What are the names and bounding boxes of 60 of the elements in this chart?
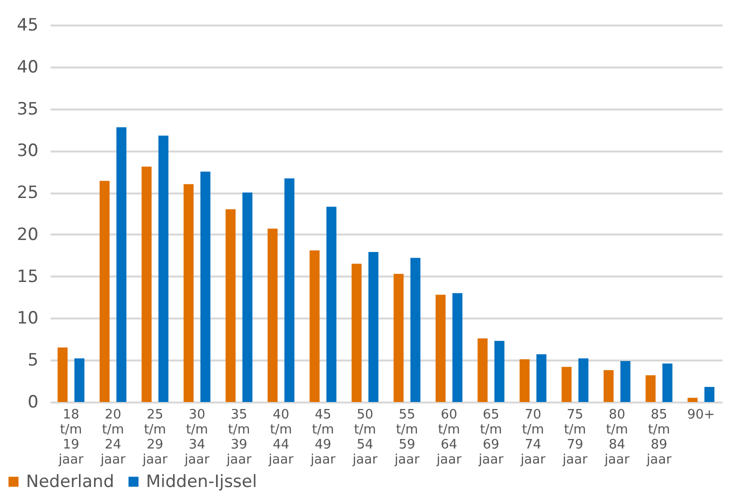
bar bbox=[478, 338, 488, 402]
bar bbox=[494, 340, 504, 402]
y-tick-label: 45 bbox=[16, 16, 38, 36]
y-tick-label: 20 bbox=[16, 224, 38, 245]
y-tick-label: 15 bbox=[16, 266, 38, 287]
x-tick-label: 50 t/m 54 jaar bbox=[352, 408, 378, 468]
bar bbox=[226, 209, 236, 402]
bar bbox=[578, 358, 588, 402]
x-tick-label: 18 t/m 19 jaar bbox=[58, 408, 84, 468]
x-tick-label: 65 t/m 69 jaar bbox=[478, 408, 504, 468]
bar bbox=[310, 250, 320, 402]
x-tick-label: 70 t/m 74 jaar bbox=[520, 408, 546, 468]
bar bbox=[158, 136, 168, 402]
y-tick-label: 35 bbox=[16, 99, 38, 120]
bar bbox=[352, 264, 362, 402]
x-tick-label: 35 t/m 39 jaar bbox=[226, 408, 252, 468]
bar bbox=[704, 386, 714, 402]
bar bbox=[646, 375, 656, 402]
y-tick-label: 10 bbox=[16, 308, 38, 329]
bar bbox=[394, 274, 404, 402]
bar bbox=[268, 228, 278, 402]
y-tick-label: 40 bbox=[16, 57, 38, 78]
bar bbox=[326, 206, 336, 402]
x-tick-label: 75 t/m 79 jaar bbox=[562, 408, 588, 468]
x-tick-label: 55 t/m 59 jaar bbox=[394, 408, 420, 468]
bar bbox=[184, 184, 194, 402]
bar bbox=[604, 370, 614, 402]
bar bbox=[620, 360, 630, 402]
y-tick-label: 0 bbox=[28, 392, 38, 412]
x-tick-label: 30 t/m 34 jaar bbox=[184, 408, 210, 468]
x-tick-label: 20 t/m 24 jaar bbox=[100, 408, 126, 468]
legend-label: Midden-Ijssel bbox=[146, 472, 257, 492]
x-tick-label: 90+ bbox=[687, 408, 715, 422]
x-tick-label: 80 t/m 84 jaar bbox=[604, 408, 630, 468]
bar bbox=[242, 192, 252, 402]
x-tick-label: 25 t/m 29 jaar bbox=[142, 408, 168, 468]
bar bbox=[520, 359, 530, 402]
bar bbox=[58, 348, 68, 402]
bar bbox=[536, 354, 546, 402]
bar bbox=[562, 366, 572, 402]
bar bbox=[74, 358, 84, 402]
bar bbox=[436, 294, 446, 402]
bar bbox=[284, 178, 294, 402]
x-tick-label: 40 t/m 44 jaar bbox=[268, 408, 294, 468]
bar bbox=[142, 166, 152, 402]
bar bbox=[368, 252, 378, 402]
x-tick-label: 85 t/m 89 jaar bbox=[646, 408, 672, 468]
y-tick-label: 30 bbox=[16, 141, 38, 162]
y-tick-label: 25 bbox=[16, 183, 38, 204]
x-tick-label: 45 t/m 49 jaar bbox=[310, 408, 336, 468]
bar bbox=[200, 172, 210, 402]
bar bbox=[452, 293, 462, 402]
bar bbox=[100, 180, 110, 402]
bar bbox=[688, 398, 698, 402]
legend-label: Nederland bbox=[26, 472, 114, 492]
bar bbox=[116, 127, 126, 402]
x-tick-label: 60 t/m 64 jaar bbox=[436, 408, 462, 468]
bar bbox=[410, 258, 420, 402]
y-tick-label: 5 bbox=[28, 350, 38, 371]
bar bbox=[662, 363, 672, 402]
